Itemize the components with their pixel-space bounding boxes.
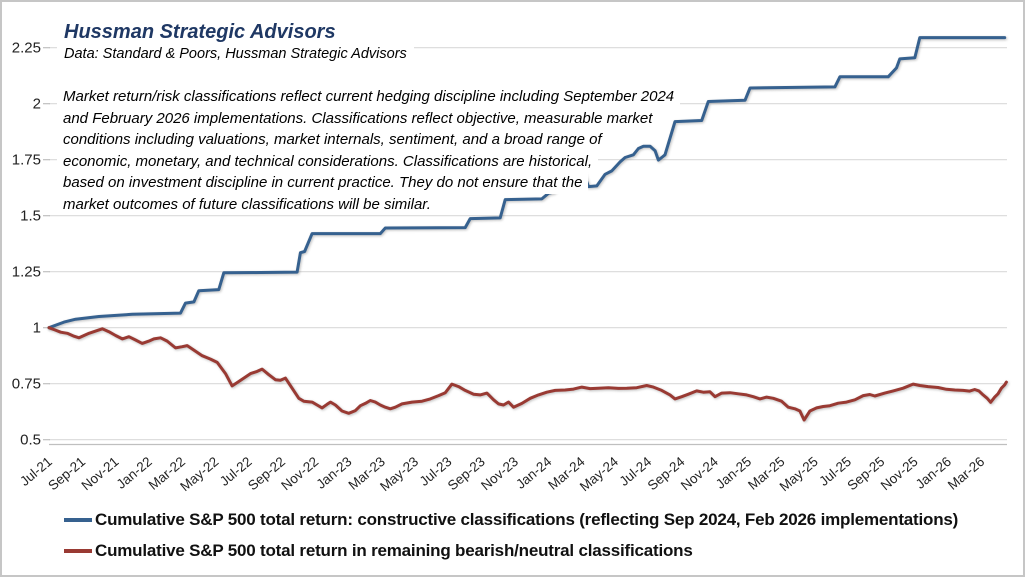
x-axis-label: Sep-21 bbox=[45, 454, 88, 493]
chart-legend: Cumulative S&P 500 total return: constru… bbox=[64, 504, 958, 566]
x-axis-label: May-24 bbox=[577, 453, 622, 494]
series-line-bearish_neutral bbox=[47, 326, 1008, 422]
legend-item-constructive: Cumulative S&P 500 total return: constru… bbox=[64, 504, 958, 535]
x-axis-label: Nov-24 bbox=[678, 453, 721, 493]
x-axis-label: Nov-25 bbox=[878, 454, 921, 493]
x-axis-label: May-22 bbox=[177, 454, 221, 494]
x-axis-label: May-23 bbox=[377, 454, 421, 494]
title-block: Hussman Strategic Advisors Data: Standar… bbox=[57, 20, 414, 64]
annotation-line: economic, monetary, and technical consid… bbox=[57, 150, 599, 172]
y-axis-label: 2.25 bbox=[12, 40, 41, 57]
y-axis-label: 2 bbox=[33, 96, 41, 113]
y-axis-label: 0.5 bbox=[20, 432, 41, 449]
x-axis-label: Sep-25 bbox=[844, 454, 887, 493]
y-axis-label: 1.25 bbox=[12, 264, 41, 281]
legend-item-bearish-neutral: Cumulative S&P 500 total return in remai… bbox=[64, 535, 958, 566]
annotation-line: and February 2026 implementations. Class… bbox=[57, 107, 659, 129]
legend-swatch-blue-line bbox=[64, 517, 92, 522]
x-axis-label: Sep-23 bbox=[445, 454, 488, 493]
legend-label: Cumulative S&P 500 total return: constru… bbox=[95, 509, 959, 529]
legend-label: Cumulative S&P 500 total return in remai… bbox=[95, 540, 693, 560]
x-axis-label: May-25 bbox=[777, 454, 821, 494]
y-axis-label: 0.75 bbox=[12, 376, 41, 393]
legend-swatch-red-line bbox=[64, 548, 92, 553]
annotation-line: based on investment discipline in curren… bbox=[57, 172, 589, 194]
annotation-block: Market return/risk classifications refle… bbox=[57, 86, 681, 215]
x-axis-label: Nov-22 bbox=[278, 454, 321, 493]
y-axis-label: 1.75 bbox=[12, 152, 41, 169]
y-axis-label: 1 bbox=[33, 320, 41, 337]
x-axis-label: Sep-22 bbox=[245, 454, 288, 493]
chart-subtitle: Data: Standard & Poors, Hussman Strategi… bbox=[57, 45, 414, 64]
y-axis-label: 1.5 bbox=[20, 208, 41, 225]
annotation-line: Market return/risk classifications refle… bbox=[57, 86, 681, 108]
x-axis-label: Nov-21 bbox=[79, 454, 122, 493]
x-axis-label: Mar-26 bbox=[945, 454, 987, 493]
x-axis-label: Nov-23 bbox=[478, 454, 521, 493]
annotation-line: conditions including valuations, market … bbox=[57, 129, 608, 151]
annotation-line: market outcomes of future classification… bbox=[57, 193, 437, 215]
page-title: Hussman Strategic Advisors bbox=[57, 20, 343, 44]
